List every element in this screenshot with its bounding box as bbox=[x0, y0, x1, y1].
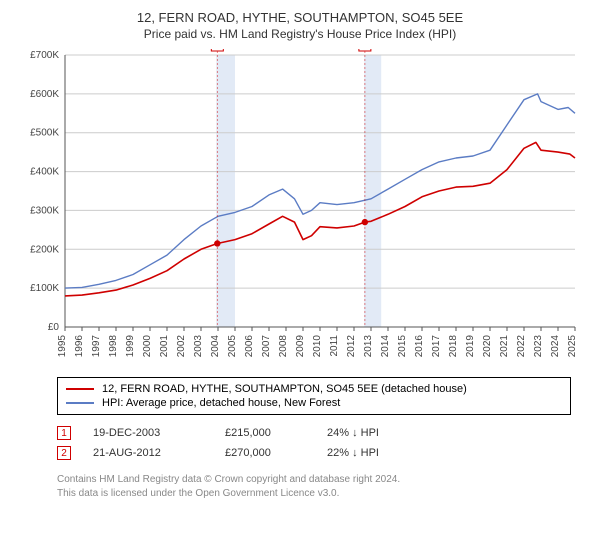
price-chart: £0 £100K £200K £300K £400K £500K £600K £700K 199… bbox=[15, 49, 585, 365]
svg-text:1998: 1998 bbox=[108, 335, 119, 358]
svg-text:2023: 2023 bbox=[533, 335, 544, 358]
svg-text:2010: 2010 bbox=[312, 335, 323, 358]
legend: 12, FERN ROAD, HYTHE, SOUTHAMPTON, SO45 … bbox=[57, 377, 571, 415]
svg-text:2022: 2022 bbox=[516, 335, 527, 358]
svg-text:1999: 1999 bbox=[125, 335, 136, 358]
svg-text:2005: 2005 bbox=[227, 335, 238, 358]
legend-item: 12, FERN ROAD, HYTHE, SOUTHAMPTON, SO45 … bbox=[66, 382, 562, 396]
svg-text:2013: 2013 bbox=[363, 335, 374, 358]
svg-text:£600K: £600K bbox=[30, 89, 59, 100]
sale-row: 1 19-DEC-2003 £215,000 24% ↓ HPI bbox=[57, 423, 571, 443]
sale-date: 21-AUG-2012 bbox=[93, 447, 203, 459]
svg-text:2024: 2024 bbox=[550, 335, 561, 358]
legend-swatch bbox=[66, 388, 94, 390]
svg-text:2011: 2011 bbox=[329, 335, 340, 357]
svg-text:2012: 2012 bbox=[346, 335, 357, 358]
svg-text:£700K: £700K bbox=[30, 50, 59, 61]
svg-text:2007: 2007 bbox=[261, 335, 272, 358]
sale-diff: 22% ↓ HPI bbox=[327, 447, 379, 459]
sale-marker-icon: 2 bbox=[57, 446, 71, 460]
sale-date: 19-DEC-2003 bbox=[93, 427, 203, 439]
sale-diff: 24% ↓ HPI bbox=[327, 427, 379, 439]
svg-text:1996: 1996 bbox=[74, 335, 85, 358]
legend-item: HPI: Average price, detached house, New … bbox=[66, 396, 562, 410]
sale-marker-icon: 1 bbox=[57, 426, 71, 440]
sale-price: £270,000 bbox=[225, 447, 305, 459]
footer-line: This data is licensed under the Open Gov… bbox=[57, 487, 571, 501]
svg-text:£0: £0 bbox=[48, 322, 60, 333]
svg-text:2001: 2001 bbox=[159, 335, 170, 358]
svg-text:£300K: £300K bbox=[30, 205, 59, 216]
svg-text:1: 1 bbox=[215, 49, 220, 51]
page-title: 12, FERN ROAD, HYTHE, SOUTHAMPTON, SO45 … bbox=[15, 10, 585, 25]
sale-row: 2 21-AUG-2012 £270,000 22% ↓ HPI bbox=[57, 443, 571, 463]
svg-text:2008: 2008 bbox=[278, 335, 289, 358]
svg-text:£100K: £100K bbox=[30, 283, 59, 294]
legend-swatch bbox=[66, 402, 94, 404]
footer-attribution: Contains HM Land Registry data © Crown c… bbox=[57, 473, 571, 500]
svg-text:2014: 2014 bbox=[380, 335, 391, 358]
svg-text:2009: 2009 bbox=[295, 335, 306, 358]
footer-line: Contains HM Land Registry data © Crown c… bbox=[57, 473, 571, 487]
svg-text:2003: 2003 bbox=[193, 335, 204, 358]
svg-text:2006: 2006 bbox=[244, 335, 255, 358]
legend-label: HPI: Average price, detached house, New … bbox=[102, 397, 340, 409]
svg-text:£200K: £200K bbox=[30, 244, 59, 255]
svg-text:£500K: £500K bbox=[30, 128, 59, 139]
svg-text:2019: 2019 bbox=[465, 335, 476, 358]
svg-text:2000: 2000 bbox=[142, 335, 153, 358]
svg-text:2004: 2004 bbox=[210, 335, 221, 358]
svg-text:2002: 2002 bbox=[176, 335, 187, 358]
page-subtitle: Price paid vs. HM Land Registry's House … bbox=[15, 27, 585, 41]
svg-text:£400K: £400K bbox=[30, 167, 59, 178]
svg-text:2: 2 bbox=[362, 49, 367, 51]
svg-text:2021: 2021 bbox=[499, 335, 510, 358]
svg-text:2017: 2017 bbox=[431, 335, 442, 358]
svg-text:2020: 2020 bbox=[482, 335, 493, 358]
legend-label: 12, FERN ROAD, HYTHE, SOUTHAMPTON, SO45 … bbox=[102, 383, 467, 395]
svg-text:2025: 2025 bbox=[567, 335, 578, 358]
svg-text:2016: 2016 bbox=[414, 335, 425, 358]
svg-text:1997: 1997 bbox=[91, 335, 102, 358]
svg-text:2018: 2018 bbox=[448, 335, 459, 358]
svg-text:2015: 2015 bbox=[397, 335, 408, 358]
sale-price: £215,000 bbox=[225, 427, 305, 439]
sales-list: 1 19-DEC-2003 £215,000 24% ↓ HPI 2 21-AU… bbox=[57, 423, 571, 463]
svg-text:1995: 1995 bbox=[57, 335, 68, 358]
